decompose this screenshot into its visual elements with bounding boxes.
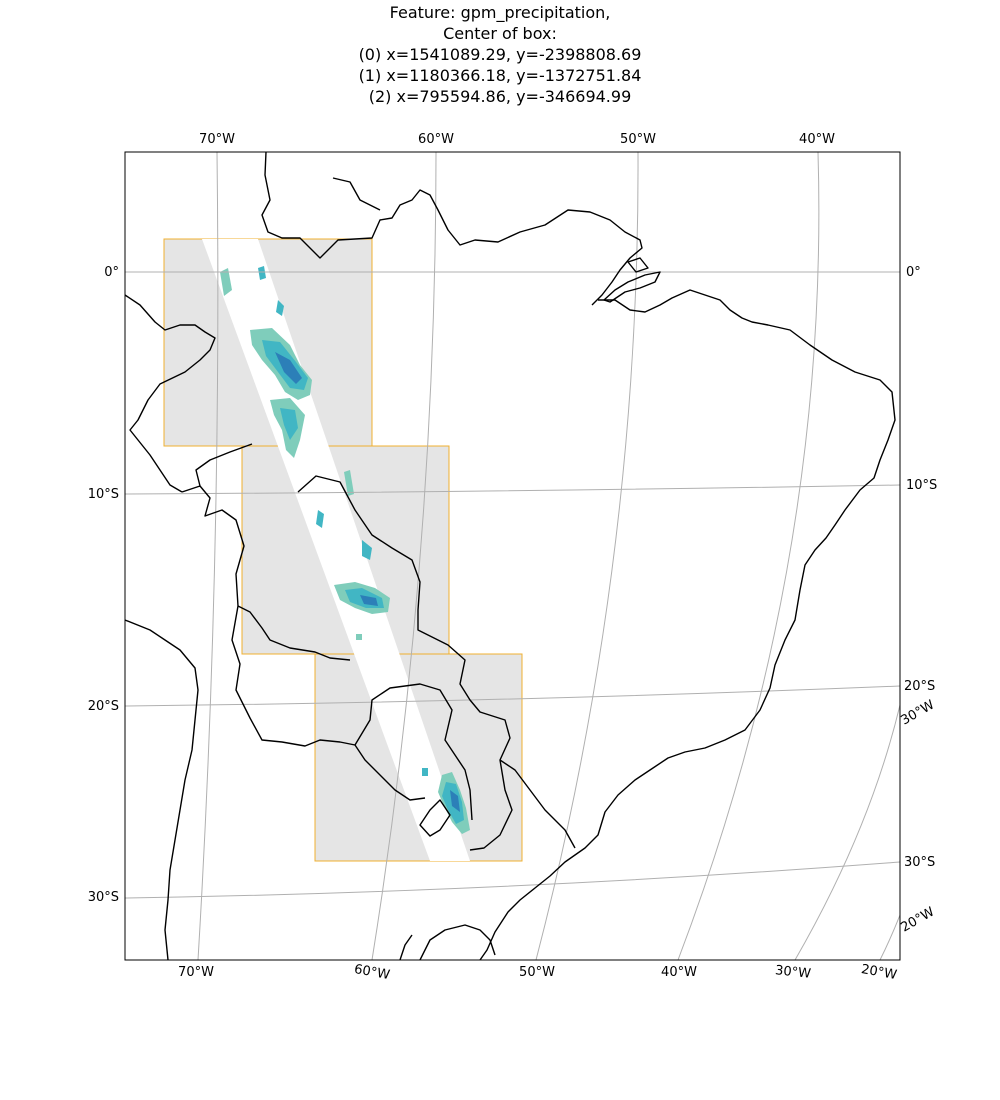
label-left-30s: 30°S [88, 890, 119, 905]
label-bottom-70w: 70°W [178, 965, 214, 980]
map-frame [124, 151, 901, 961]
label-top-70w: 70°W [199, 132, 235, 147]
plot-title-line-4: (1) x=1180366.18, y=-1372751.84 [358, 66, 642, 85]
meridians [197, 152, 900, 960]
label-top-50w: 50°W [620, 132, 656, 147]
label-left-10s: 10°S [88, 487, 119, 502]
plot-title-line-5: (2) x=795594.86, y=-346694.99 [368, 87, 632, 106]
box-2-edge [314, 653, 523, 862]
parallels [125, 271, 900, 899]
precipitation-field [220, 266, 470, 834]
satellite-swath [202, 239, 470, 861]
label-right-30w: 30°W [899, 697, 938, 728]
plot-title-line-3: (0) x=1541089.29, y=-2398808.69 [358, 45, 642, 64]
label-bottom-20w: 20°W [860, 962, 898, 983]
label-top-40w: 40°W [799, 132, 835, 147]
label-right-10s: 10°S [906, 478, 937, 493]
label-left-0: 0° [104, 265, 119, 280]
label-bottom-30w: 30°W [774, 963, 811, 982]
label-right-0: 0° [906, 265, 921, 280]
label-bottom-40w: 40°W [661, 965, 697, 980]
coastlines [125, 152, 896, 960]
label-bottom-60w: 60°W [353, 962, 391, 983]
plot-title-line-2: Center of box: [443, 24, 557, 43]
label-right-20s: 20°S [904, 679, 935, 694]
label-top-60w: 60°W [418, 132, 454, 147]
plot-title-line-1: Feature: gpm_precipitation, [389, 3, 611, 22]
label-right-20w: 20°W [899, 904, 938, 935]
label-left-20s: 20°S [88, 699, 119, 714]
label-bottom-50w: 50°W [519, 965, 555, 980]
label-right-30s: 30°S [904, 855, 935, 870]
